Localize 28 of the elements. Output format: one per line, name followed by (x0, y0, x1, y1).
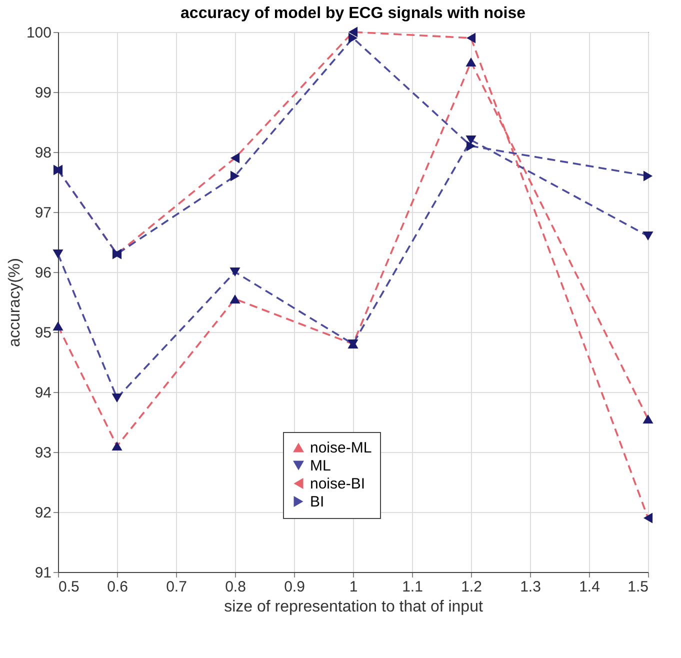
x-tick-label: 1.1 (402, 578, 423, 596)
x-tick-label: 1.5 (628, 578, 648, 596)
x-tick-label: 0.7 (166, 578, 187, 596)
x-axis-title: size of representation to that of input (224, 598, 484, 616)
x-tick-label: 1.3 (520, 578, 541, 596)
y-tick-label: 100 (26, 24, 52, 42)
y-tick-label: 97 (34, 204, 52, 222)
chart-title: accuracy of model by ECG signals with noise (180, 5, 526, 22)
legend-label: noise-BI (310, 476, 366, 492)
y-tick-label: 98 (34, 144, 52, 162)
x-tick-label: 0.6 (107, 578, 128, 596)
x-tick-label: 1.2 (461, 578, 482, 596)
legend-label: noise-ML (310, 440, 372, 456)
x-tick-label: 1 (349, 578, 358, 596)
y-tick-label: 93 (34, 444, 52, 462)
x-tick-label: 0.9 (284, 578, 305, 596)
x-tick-label: 1.4 (579, 578, 600, 596)
y-tick-label: 96 (34, 264, 52, 282)
y-tick-label: 92 (34, 504, 52, 522)
y-tick-label: 95 (34, 324, 52, 342)
x-tick-label: 0.8 (225, 578, 246, 596)
y-tick-label: 94 (34, 384, 52, 402)
y-tick-label: 91 (34, 564, 52, 582)
y-tick-label: 99 (34, 84, 52, 102)
y-axis-title: accuracy(%) (6, 258, 24, 347)
x-tick-label: 0.5 (58, 578, 80, 596)
legend-label: BI (310, 494, 324, 510)
legend-label: ML (310, 458, 331, 474)
